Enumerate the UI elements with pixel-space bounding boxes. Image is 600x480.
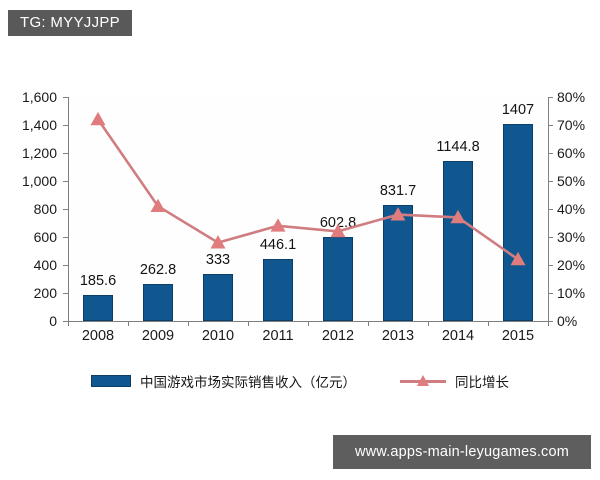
right-axis-tick-label: 80% <box>557 89 586 105</box>
tg-tag-badge: TG: MYYJJPP <box>8 10 132 36</box>
x-axis-label: 2008 <box>81 328 115 344</box>
triangle-marker-icon <box>390 207 406 221</box>
triangle-marker-icon <box>510 251 526 266</box>
bar <box>83 295 113 321</box>
right-axis-tick-label: 70% <box>557 117 586 133</box>
left-axis-tick-label: 600 <box>33 229 57 245</box>
left-axis-tick-label: 1,600 <box>21 89 57 105</box>
bar-value-label: 1407 <box>501 102 535 119</box>
bar <box>143 284 173 321</box>
triangle-marker-icon <box>90 111 106 126</box>
legend-item-growth: 同比增长 <box>400 371 509 391</box>
left-axis-tick <box>63 97 68 98</box>
bar <box>443 160 473 321</box>
bar-value-label: 602.8 <box>319 214 357 231</box>
x-axis-tick <box>188 321 189 326</box>
growth-line-series <box>90 111 526 266</box>
right-axis-tick <box>548 321 553 322</box>
x-axis-label: 2011 <box>262 328 294 344</box>
watermark-url: www.apps-main-leyugames.com <box>333 435 591 469</box>
bar <box>203 274 233 321</box>
bar-value-label: 1144.8 <box>436 138 480 155</box>
chart-legend: 中国游戏市场实际销售收入（亿元） 同比增长 <box>0 368 600 394</box>
x-axis-tick <box>68 321 69 326</box>
growth-line-markers <box>90 111 526 266</box>
right-axis-tick <box>548 265 553 266</box>
growth-line-path <box>96 118 520 261</box>
triangle-marker-icon <box>330 223 346 238</box>
chart-container: 0 200 400 600 800 1,000 1,200 1,400 1,600 0% 10% 2… <box>0 60 600 410</box>
left-axis-tick <box>63 153 68 154</box>
right-axis-tick <box>548 209 553 210</box>
right-axis-tick <box>548 293 553 294</box>
x-axis-tick <box>548 321 549 326</box>
left-axis-tick-label: 1,000 <box>21 173 57 189</box>
left-axis-tick-label: 0 <box>49 313 57 329</box>
bar <box>383 204 413 321</box>
x-axis-tick <box>428 321 429 326</box>
x-axis-label: 2014 <box>441 328 475 344</box>
left-axis-tick <box>63 181 68 182</box>
right-axis-tick <box>548 125 553 126</box>
right-axis-tick-label: 20% <box>557 257 586 273</box>
legend-item-revenue: 中国游戏市场实际销售收入（亿元） <box>91 371 356 391</box>
triangle-marker-icon <box>210 235 226 249</box>
right-axis-tick-label: 10% <box>557 285 586 301</box>
x-axis-label: 2013 <box>381 328 415 344</box>
left-axis-tick-label: 200 <box>33 285 57 301</box>
bar-value-label: 446.1 <box>259 236 297 253</box>
x-axis-label: 2015 <box>501 328 535 344</box>
x-axis-tick <box>488 321 489 326</box>
bar-value-label: 333 <box>205 252 231 269</box>
left-axis-tick <box>63 237 68 238</box>
right-axis-tick-label: 60% <box>557 145 586 161</box>
legend-bar-swatch <box>91 375 131 387</box>
x-axis-label: 2010 <box>201 328 235 344</box>
bar <box>263 258 293 321</box>
bar <box>323 236 353 321</box>
right-axis-tick-label: 50% <box>557 173 586 189</box>
left-axis-tick <box>63 209 68 210</box>
right-axis-tick <box>548 153 553 154</box>
right-axis-tick <box>548 97 553 98</box>
bar-value-label: 185.6 <box>79 273 117 290</box>
bar <box>503 124 533 321</box>
left-axis-tick <box>63 125 68 126</box>
legend-line-swatch <box>400 374 446 388</box>
left-axis-tick-label: 800 <box>33 201 57 217</box>
x-axis-label: 2009 <box>141 328 175 344</box>
left-axis-tick-label: 1,400 <box>21 117 57 133</box>
triangle-marker-icon <box>150 198 166 213</box>
x-axis-tick <box>248 321 249 326</box>
x-axis-tick <box>308 321 309 326</box>
right-axis-tick-label: 0% <box>557 313 578 329</box>
legend-label-growth: 同比增长 <box>455 375 509 390</box>
x-axis-label: 2012 <box>321 328 355 344</box>
bar-value-label: 831.7 <box>379 182 417 199</box>
left-axis-tick <box>63 265 68 266</box>
left-axis-tick-label: 400 <box>33 257 57 273</box>
triangle-marker-icon <box>450 209 466 224</box>
triangle-marker-icon <box>417 375 429 386</box>
right-axis-tick-label: 30% <box>557 229 586 245</box>
triangle-marker-icon <box>270 218 286 232</box>
bar-value-label: 262.8 <box>139 262 177 279</box>
right-axis-tick <box>548 181 553 182</box>
left-axis-tick-label: 1,200 <box>21 145 57 161</box>
right-axis-tick-label: 40% <box>557 201 586 217</box>
left-axis-tick <box>63 321 68 322</box>
x-axis-tick <box>128 321 129 326</box>
x-axis-tick <box>368 321 369 326</box>
right-axis-tick <box>548 237 553 238</box>
legend-label-revenue: 中国游戏市场实际销售收入（亿元） <box>140 375 356 390</box>
left-axis-tick <box>63 293 68 294</box>
left-axis-line <box>68 97 69 321</box>
